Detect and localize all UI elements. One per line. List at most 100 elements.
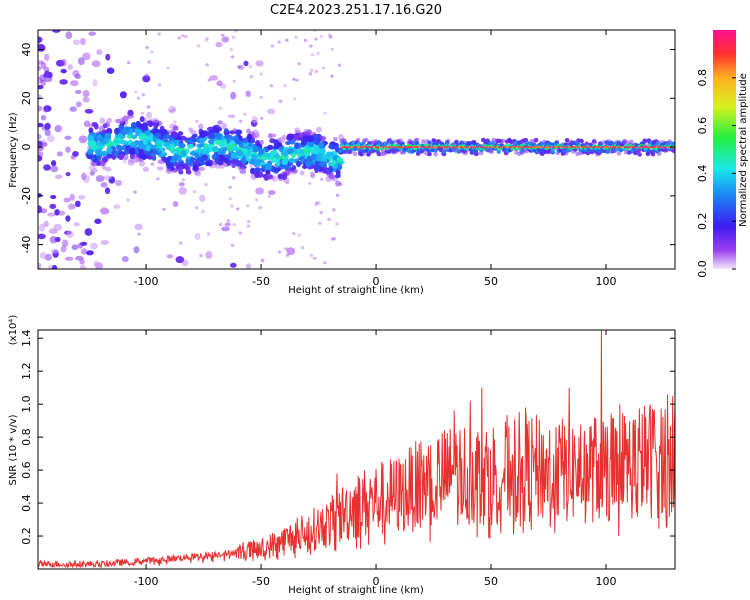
spectrogram-cell: [202, 147, 208, 153]
spectrogram-cell: [44, 253, 52, 261]
spectrogram-cell: [299, 170, 305, 176]
spectrogram-cell: [433, 152, 439, 157]
spectrogram-cell: [224, 134, 231, 139]
snr-y-tick-label: 1.2: [20, 362, 33, 380]
spectrogram-cell: [43, 164, 51, 171]
spectrogram-cell: [39, 74, 45, 83]
spectrogram-cell: [65, 215, 71, 222]
spectrogram-cell: [254, 171, 260, 179]
spectrogram-cell: [325, 151, 332, 158]
spectrogram-cell: [332, 164, 339, 169]
spectrogram-cell: [220, 33, 225, 37]
spectrogram-cell: [292, 77, 296, 81]
spectrogram-cell: [308, 72, 313, 76]
spectrogram-x-ticks: -100 -50 0 50 100: [134, 30, 617, 288]
spectrogram-cell: [601, 140, 606, 145]
spectrogram-cell: [296, 160, 301, 168]
spectrogram-cell: [181, 34, 185, 38]
spectrogram-cell: [156, 177, 160, 181]
spectrogram-cell: [337, 63, 342, 67]
spectrogram-cell: [400, 141, 405, 146]
spectrogram-cell: [231, 145, 239, 151]
spectrogram-cell: [103, 175, 113, 180]
spectrogram-cell: [185, 138, 191, 144]
spectrogram-cell: [214, 157, 220, 164]
spectrogram-cell: [474, 151, 480, 156]
spectrogram-cell: [309, 68, 314, 72]
spectrogram-cell: [309, 164, 315, 169]
spectrogram-cell: [38, 84, 44, 90]
spectrogram-cell: [43, 220, 49, 228]
spectrogram-cell: [199, 254, 203, 258]
spectrogram-cell: [212, 145, 219, 152]
spectrogram-cell: [170, 144, 175, 151]
spectrogram-cell: [138, 123, 145, 130]
spectrogram-cell: [189, 130, 197, 135]
spectrogram-cell: [232, 223, 237, 227]
spectrogram-cell: [77, 57, 85, 66]
spectrogram-cell: [309, 253, 314, 258]
spectrogram-cell: [157, 83, 162, 87]
spectrogram-cell: [214, 131, 221, 139]
spectrogram-cell: [230, 152, 238, 158]
spectrogram-cell: [199, 136, 206, 144]
spectrogram-cell: [238, 119, 243, 123]
spectrogram-cell: [277, 250, 282, 254]
spectrogram-cell: [119, 91, 127, 99]
spectrogram-cell: [79, 258, 85, 265]
spectrogram-cell: [269, 84, 274, 88]
spectrogram-cell: [199, 130, 207, 137]
spectrogram-cell: [215, 41, 223, 48]
spectrogram-cell: [69, 106, 77, 112]
spectrogram-cell: [54, 174, 63, 180]
spectrogram-cell: [427, 140, 432, 145]
spectrogram-cell: [307, 181, 312, 185]
spectrogram-cell: [216, 80, 223, 87]
spectrogram-cell: [53, 223, 63, 231]
spectrogram-cell: [274, 167, 282, 172]
spectrogram-cell: [254, 198, 259, 202]
spectrogram-cell: [126, 198, 130, 202]
spectrogram-cell: [101, 155, 110, 163]
spectrogram-cell: [303, 38, 308, 43]
spectrogram-cell: [204, 183, 208, 187]
snr-y-tick-label: 0.6: [20, 461, 33, 479]
spectrogram-cell: [189, 156, 195, 163]
spectrogram-y-axis-label: Frequency (Hz): [8, 112, 19, 188]
spectrogram-cell: [318, 142, 325, 149]
spectrogram-cell: [235, 207, 240, 211]
spectrogram-cell: [145, 111, 153, 119]
spectrogram-cell: [150, 162, 155, 166]
spectrogram-cell: [307, 135, 315, 143]
spectrogram-cell: [332, 208, 336, 212]
spectrogram-cell: [206, 232, 211, 236]
spectrogram-cell: [174, 139, 180, 147]
spectrogram-cell: [645, 151, 651, 156]
snr-x-axis-label: Height of straight line (km): [288, 585, 424, 596]
spectrogram-cell: [218, 106, 223, 110]
spectrogram-cell: [265, 163, 272, 170]
spectrogram-cell: [138, 135, 144, 140]
spectrogram-cell: [187, 143, 194, 150]
spectrogram-cell: [75, 200, 81, 207]
spectrogram-cell: [297, 62, 302, 66]
spectrogram-cell: [133, 246, 140, 254]
spectrogram-cell: [60, 68, 67, 74]
spectrogram-cell: [330, 237, 335, 241]
spectrogram-cell: [318, 221, 322, 225]
spectrogram-cell: [633, 150, 638, 156]
spectrogram-cell: [72, 39, 80, 46]
spectrogram-cell: [125, 145, 131, 151]
spectrogram-cell: [38, 262, 42, 269]
spectrogram-cell: [319, 210, 324, 215]
spectrogram-cell: [319, 35, 324, 39]
spectrogram-cell: [105, 53, 111, 61]
spectrogram-cell: [327, 217, 331, 222]
spectrogram-cell: [177, 36, 181, 40]
spectrogram-cell: [94, 148, 103, 155]
spectrogram-cell: [113, 204, 121, 210]
spectrogram-cell: [40, 61, 47, 70]
spectrogram-cell: [40, 114, 47, 121]
spectrogram-cell: [323, 111, 327, 115]
spectrogram-cell: [49, 203, 57, 210]
